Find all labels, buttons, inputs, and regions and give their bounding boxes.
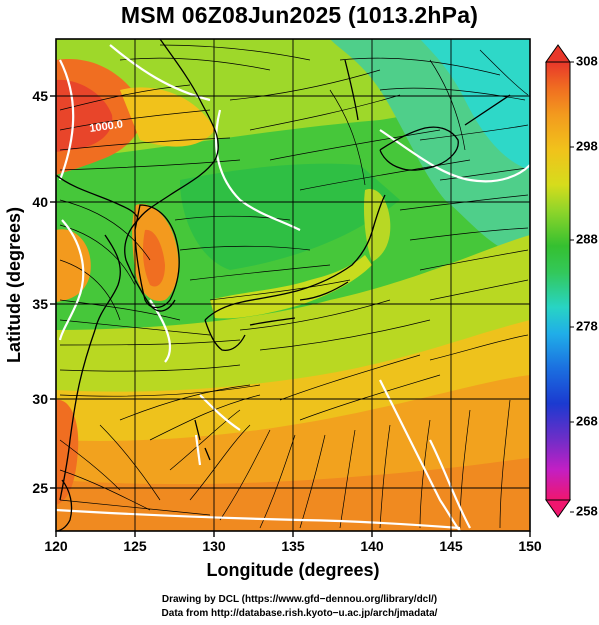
x-tick-label: 120 [44,538,68,554]
y-axis-label: Latitude (degrees) [4,207,24,363]
x-tick-label: 140 [360,538,384,554]
colorbar-bottom-arrow [545,499,571,518]
credit-drawing: Drawing by DCL (https://www.gfd−dennou.o… [161,594,438,605]
x-tick-label: 130 [202,538,226,554]
y-tick-label: 30 [32,391,48,407]
coastlines [56,39,511,531]
colorbar-tick-label: 308 [576,53,598,68]
colorbar-tick-label: 278 [576,318,598,333]
credit-data: Data from http://database.rish.kyoto−u.a… [161,608,438,619]
colorbar-scale [545,61,571,501]
colorbar: 308 298 288 278 268 258 [545,44,598,518]
colorbar-top-arrow [545,44,571,63]
y-tick-label: 45 [32,88,48,104]
x-tick-label: 145 [439,538,463,554]
contour-label: 1000.0 [89,118,124,135]
x-tick-label: 150 [518,538,542,554]
colorbar-tick-label: 268 [576,413,598,428]
x-tick-labels: 120 125 130 135 140 145 150 [44,538,542,554]
tick-marks [50,95,531,537]
x-axis-label: Longitude (degrees) [206,560,379,580]
colorbar-tick-label: 298 [576,138,598,153]
colorbar-tick-label: 288 [576,231,598,246]
map-title: MSM 06Z08Jun2025 (1013.2hPa) [120,2,479,28]
lat-lon-grid [56,39,530,531]
colorbar-tick-label: 258 [576,503,598,518]
y-tick-label: 35 [32,296,48,312]
y-tick-labels: 45 40 35 30 25 [32,88,48,496]
x-tick-label: 135 [281,538,305,554]
y-tick-label: 40 [32,194,48,210]
y-tick-label: 25 [32,480,48,496]
credits: Drawing by DCL (https://www.gfd−dennou.o… [0,593,599,621]
x-tick-label: 125 [123,538,147,554]
